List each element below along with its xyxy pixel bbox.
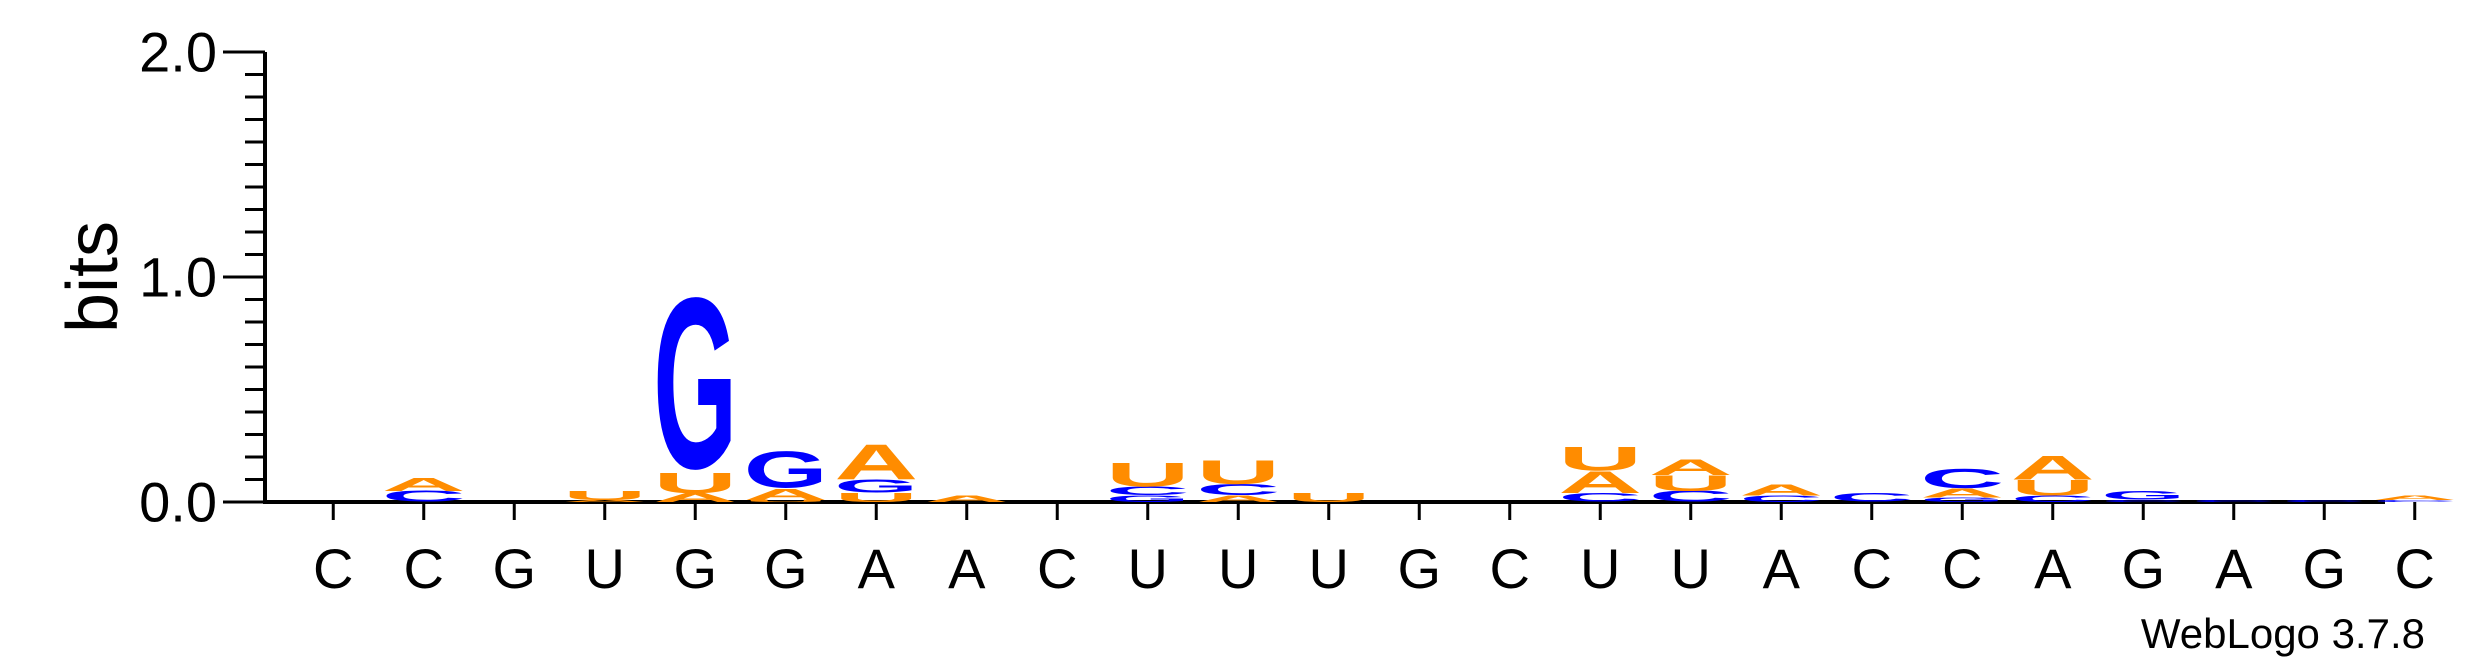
x-tick-label: C [1037,537,1077,600]
logo-letter-C: C [2101,499,2185,502]
logo-letter-U: U [1196,453,1280,492]
logo-letter-C: C [2192,499,2276,502]
logo-letter-U: U [1649,471,1733,496]
logo-letter-A: A [1196,494,1280,505]
x-tick-label: C [1852,537,1892,600]
x-tick-label: G [764,537,808,600]
logo-letter-A: A [1920,486,2004,500]
logo-letter-U: U [1558,439,1642,478]
logo-letter-U: U [744,499,828,502]
x-tick-label: C [2395,537,2435,600]
logo-letter-A: A [2011,448,2095,487]
x-tick-label: C [1942,537,1982,600]
x-tick-label: U [1218,537,1258,600]
x-tick-label: C [404,537,444,600]
logo-letter-C: C [382,488,466,505]
y-tick-label: 1.0 [139,246,217,309]
logo-letter-A: A [1558,465,1642,500]
x-tick-label: U [1128,537,1168,600]
logo-letter-A: A [2373,494,2457,501]
logo-letter-U: U [653,467,737,499]
x-tick-label: G [1397,537,1441,600]
logo-letter-C: C [1649,488,1733,505]
logo-letter-G: G [2101,489,2185,503]
x-tick-label: A [2034,537,2072,600]
logo-letter-G: G [1106,494,1190,504]
logo-letter-A: A [382,474,466,495]
logo-letter-C: C [1558,491,1642,505]
x-tick-label: A [2215,537,2253,600]
x-tick-label: G [673,537,717,600]
logo-letter-A: A [1739,481,1823,499]
x-tick-label: G [492,537,536,600]
axes: bits WebLogo 3.7.8 [53,52,2425,657]
y-tick-label: 2.0 [139,21,217,84]
y-axis-label: bits [53,221,133,333]
logo-letter-G: G [744,440,828,498]
logo-letter-G: G [1920,496,2004,503]
logo-letter-A: A [925,494,1009,505]
logo-letter-A: A [653,491,737,505]
logo-letter-C: C [2373,499,2457,502]
y-tick-label: 0.0 [139,471,217,534]
weblogo-credit: WebLogo 3.7.8 [2141,610,2425,657]
logo-letter-C: C [2011,494,2095,504]
x-tick-label: A [1763,537,1801,600]
x-tick-label: G [2302,537,2346,600]
x-tick-label: U [1309,537,1349,600]
logo-letter-A: A [1649,455,1733,480]
logo-letter-G: G [653,246,737,519]
x-tick-label: A [858,537,896,600]
x-tick-label: C [313,537,353,600]
x-tick-label: U [1671,537,1711,600]
x-tick-label: U [1580,537,1620,600]
y-ticks: 0.0 1.0 2.0 [139,21,265,534]
logo-letter-U: U [834,491,918,505]
x-tick-label: C [1490,537,1530,600]
x-tick-label: U [585,537,625,600]
logo-letter-C: C [2282,499,2366,502]
logo-letter-C: C [1196,481,1280,498]
logo-letter-C: C [1920,463,2004,494]
logo-letter-A: A [834,434,918,490]
logo-letter-G: G [834,476,918,496]
logo-letter-C: C [1106,484,1190,498]
logo-letter-A: A [744,486,828,504]
x-tick-label: A [948,537,986,600]
logo-letter-A: A [563,499,647,502]
x-tick-label: G [2121,537,2165,600]
logo-letter-U: U [563,488,647,502]
logo-letter-C: C [1739,494,1823,504]
logo-letter-U: U [1106,455,1190,494]
logo-letter-C: C [1830,491,1914,505]
logo-letter-U: U [2011,475,2095,500]
logo-letter-U: U [1287,491,1371,505]
